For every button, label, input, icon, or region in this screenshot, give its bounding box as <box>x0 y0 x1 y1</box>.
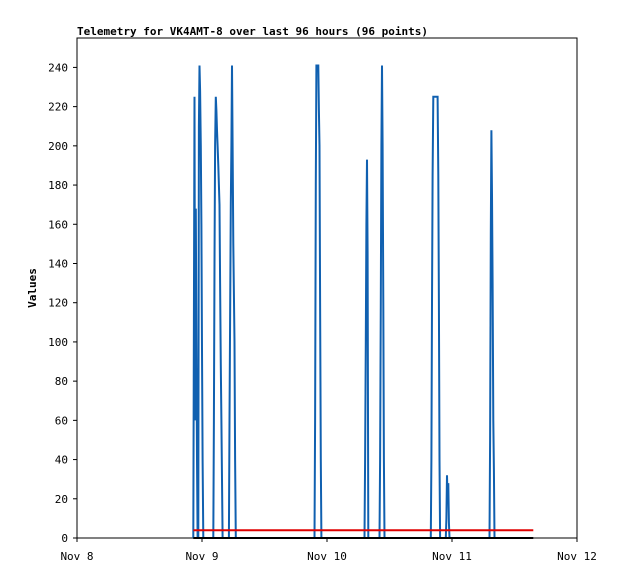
y-tick-label: 100 <box>48 336 68 349</box>
y-axis-label: Values <box>26 268 39 308</box>
y-tick-label: 60 <box>55 414 68 427</box>
y-tick-label: 0 <box>61 532 68 545</box>
x-tick-label: Nov 8 <box>60 550 93 563</box>
y-tick-label: 40 <box>55 454 68 467</box>
y-axis: 0 20 40 60 80 100 120 140 160 180 200 220 240 <box>48 61 77 545</box>
series-layer <box>192 64 534 539</box>
y-tick-label: 200 <box>48 140 68 153</box>
series-line-1 <box>192 64 496 539</box>
x-tick-label: Nov 12 <box>557 550 597 563</box>
x-tick-label: Nov 11 <box>432 550 472 563</box>
y-tick-label: 120 <box>48 297 68 310</box>
x-tick-label: Nov 10 <box>307 550 347 563</box>
y-tick-label: 240 <box>48 61 68 74</box>
x-tick-label: Nov 9 <box>185 550 218 563</box>
y-tick-label: 140 <box>48 257 68 270</box>
chart-title: Telemetry for VK4AMT-8 over last 96 hour… <box>77 25 428 38</box>
y-tick-label: 160 <box>48 218 68 231</box>
x-axis: Nov 8 Nov 9 Nov 10 Nov 11 Nov 12 <box>60 538 597 563</box>
y-tick-label: 220 <box>48 101 68 114</box>
y-tick-label: 80 <box>55 375 68 388</box>
y-tick-label: 180 <box>48 179 68 192</box>
y-tick-label: 20 <box>55 493 68 506</box>
plot-frame <box>76 37 578 539</box>
